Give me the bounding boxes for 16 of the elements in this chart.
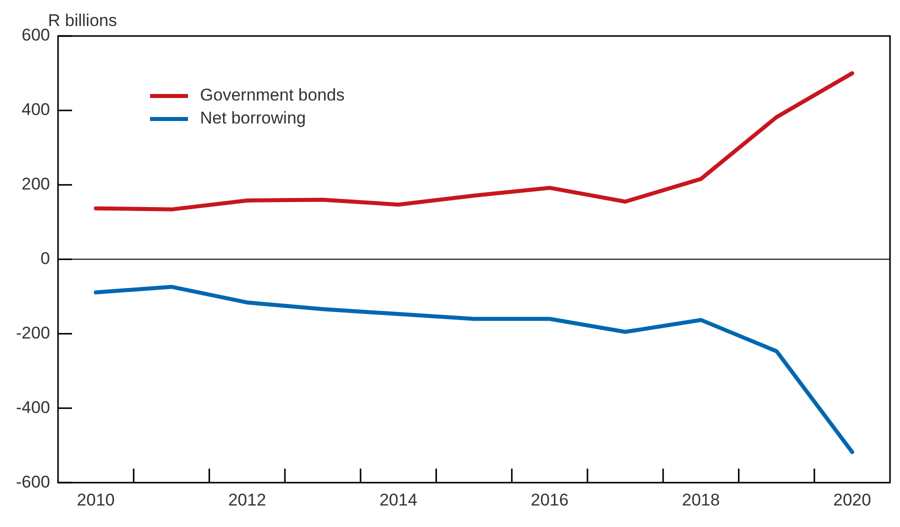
x-tick-label: 2020 [833, 490, 872, 510]
legend-label: Net borrowing [200, 108, 306, 128]
y-tick-label: -600 [16, 472, 50, 492]
x-tick-label: 2012 [228, 490, 266, 510]
y-tick-label: 600 [22, 26, 50, 45]
y-tick-label: 200 [22, 174, 50, 194]
x-tick-label: 2010 [76, 490, 115, 510]
y-axis-title: R billions [48, 11, 118, 30]
y-tick-label: -200 [16, 323, 50, 342]
x-tick-label: 2016 [530, 490, 569, 510]
y-tick-label: 400 [22, 100, 50, 120]
x-tick-label: 2018 [682, 490, 720, 510]
x-tick-label: 2014 [379, 490, 418, 510]
y-tick-label: -400 [16, 398, 50, 417]
y-tick-label: 0 [40, 248, 50, 268]
legend-label: Government bonds [200, 86, 345, 105]
